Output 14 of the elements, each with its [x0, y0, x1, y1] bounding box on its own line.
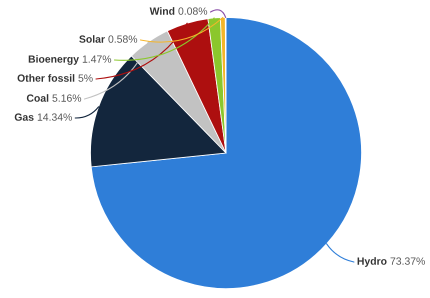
data-label: 5% — [78, 74, 93, 82]
data-label: 73.37% — [390, 257, 425, 265]
slice-label: Hydro — [358, 257, 387, 267]
slice-label: Other fossil — [18, 74, 74, 82]
data-label: 1.47% — [82, 55, 112, 63]
slice-label: Coal — [26, 94, 48, 102]
data-label: 0.08% — [178, 7, 208, 15]
slice-label: Solar — [79, 35, 105, 43]
slice-label: Wind — [150, 7, 174, 15]
slice-label: Bioenergy — [28, 55, 79, 65]
data-label: 0.58% — [108, 35, 138, 43]
slice-label: Gas — [14, 113, 34, 121]
data-label: 14.34% — [38, 113, 72, 121]
data-label: 5.16% — [52, 94, 82, 102]
